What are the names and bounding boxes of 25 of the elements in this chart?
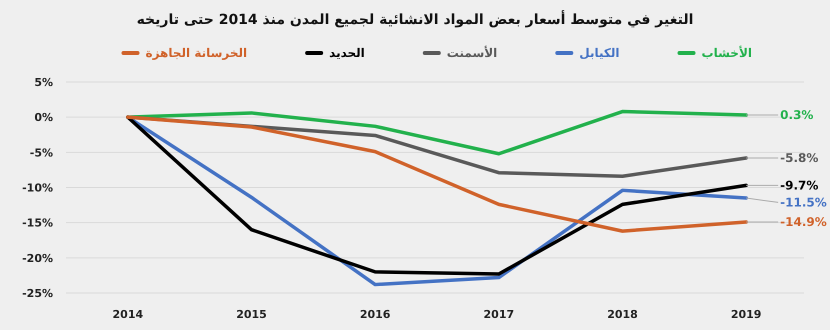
data-label: -9.7% [780,178,818,192]
y-tick-label: -15% [22,216,53,230]
legend-label: الكيابل [579,46,620,60]
legend-label: الحديد [329,46,365,60]
legend-label: الأخشاب [702,45,752,60]
y-tick-label: -10% [22,182,53,194]
y-tick-label: 0% [34,111,53,124]
x-tick-label: 2019 [730,308,762,321]
legend-label: الخرسانة الجاهزة [146,46,248,60]
y-tick-label: -20% [22,252,53,265]
y-tick-label: -5% [30,146,53,160]
y-tick-label: 5% [34,76,53,89]
x-tick-label: 2015 [236,308,267,321]
y-tick-label: -25% [22,287,53,300]
x-tick-label: 2016 [360,308,391,321]
x-tick-label: 2014 [112,308,144,321]
line-series [126,115,748,233]
data-label: -5.8% [780,150,818,165]
data-label: -14.9% [780,214,827,229]
x-tick-label: 2018 [607,308,638,321]
data-label: -11.5% [780,195,827,210]
x-tick-label: 2017 [484,308,514,321]
legend-label: الأسمنت [446,45,498,60]
data-label: 0.3% [780,108,814,122]
chart-title: التغير في متوسط أسعار بعض المواد الانشائية لجميع المدن منذ 2014 حتى تاريخه [136,10,694,28]
